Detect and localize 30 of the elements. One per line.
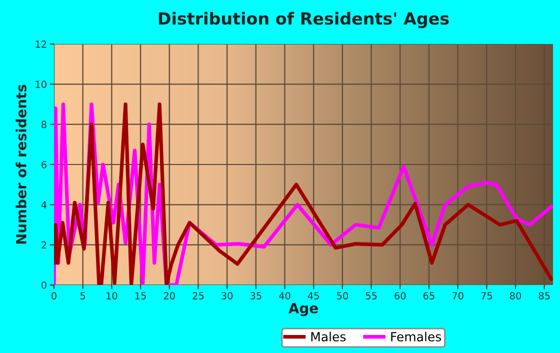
x-tick-label: 75 [481, 292, 492, 300]
x-tick-label: 85 [538, 292, 550, 300]
x-tick-label: 45 [308, 292, 319, 300]
x-tick-label: 70 [452, 292, 464, 300]
y-tick-label: 10 [36, 80, 46, 88]
y-tick-label: 12 [36, 40, 46, 48]
x-axis-title: Age [288, 303, 318, 316]
x-tick-label: 10 [106, 292, 118, 300]
x-tick-label: 25 [192, 292, 204, 300]
x-tick-label: 65 [423, 292, 434, 300]
legend-label: Females [391, 332, 442, 342]
x-tick-label: 5 [80, 292, 86, 300]
x-tick-label: 15 [135, 292, 146, 300]
y-tick-label: 6 [42, 160, 46, 168]
legend-label: Males [311, 332, 346, 342]
x-tick-label: 80 [510, 292, 522, 300]
x-tick-label: 0 [52, 292, 56, 300]
x-tick-label: 35 [250, 292, 262, 300]
chart-title: Distribution of Residents' Ages [158, 12, 449, 28]
x-tick-label: 30 [222, 292, 233, 300]
y-axis-title: Number of residents [16, 84, 26, 244]
y-tick-label: 2 [42, 241, 46, 249]
x-tick-label: 50 [337, 292, 348, 300]
x-tick-label: 55 [366, 292, 377, 300]
x-tick-label: 60 [394, 292, 406, 300]
y-tick-label: 8 [42, 120, 46, 128]
x-tick-label: 40 [279, 292, 290, 300]
y-tick-label: 4 [41, 201, 47, 208]
x-tick-label: 20 [164, 292, 175, 300]
y-tick-label: 0 [42, 281, 46, 289]
